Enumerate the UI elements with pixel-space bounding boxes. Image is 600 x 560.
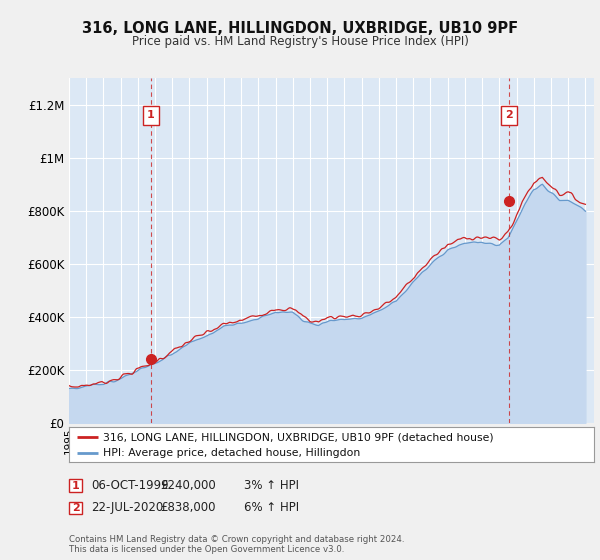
FancyBboxPatch shape [143, 106, 158, 125]
Text: 1: 1 [147, 110, 155, 120]
Text: 316, LONG LANE, HILLINGDON, UXBRIDGE, UB10 9PF (detached house): 316, LONG LANE, HILLINGDON, UXBRIDGE, UB… [103, 432, 494, 442]
Text: HPI: Average price, detached house, Hillingdon: HPI: Average price, detached house, Hill… [103, 449, 361, 458]
Text: 2: 2 [505, 110, 512, 120]
Text: 22-JUL-2020: 22-JUL-2020 [91, 501, 163, 515]
Text: 2: 2 [72, 503, 79, 513]
Text: 06-OCT-1999: 06-OCT-1999 [91, 479, 169, 492]
Text: £240,000: £240,000 [160, 479, 216, 492]
Text: £838,000: £838,000 [160, 501, 216, 515]
Text: 3% ↑ HPI: 3% ↑ HPI [244, 479, 299, 492]
Text: Contains HM Land Registry data © Crown copyright and database right 2024.
This d: Contains HM Land Registry data © Crown c… [69, 535, 404, 554]
Text: Price paid vs. HM Land Registry's House Price Index (HPI): Price paid vs. HM Land Registry's House … [131, 35, 469, 48]
Text: 1: 1 [72, 480, 79, 491]
Text: 6% ↑ HPI: 6% ↑ HPI [244, 501, 299, 515]
Text: 316, LONG LANE, HILLINGDON, UXBRIDGE, UB10 9PF: 316, LONG LANE, HILLINGDON, UXBRIDGE, UB… [82, 21, 518, 36]
FancyBboxPatch shape [501, 106, 517, 125]
